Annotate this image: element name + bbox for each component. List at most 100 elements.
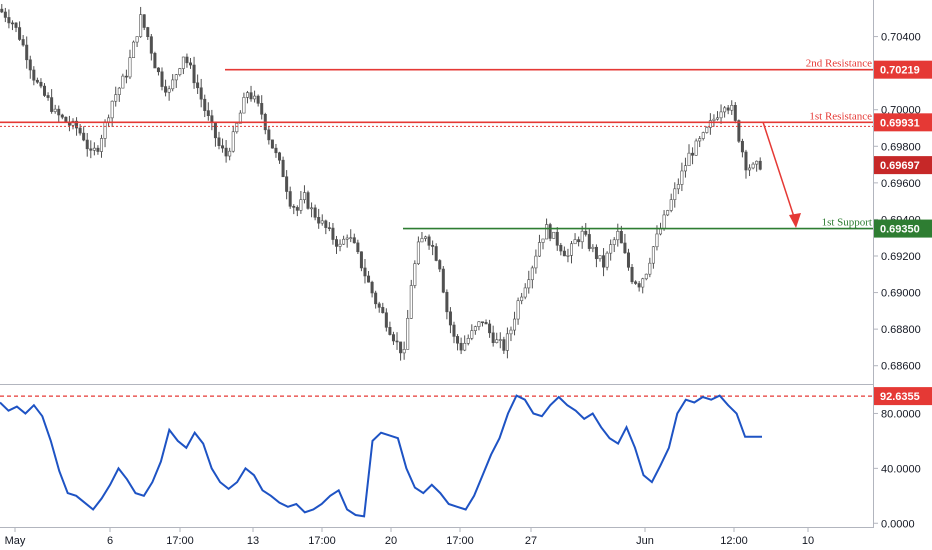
candle-body — [338, 243, 342, 247]
candle-body — [715, 117, 719, 120]
time-tick-label: 10 — [802, 535, 814, 547]
time-tick-label: 20 — [385, 535, 397, 547]
candle-body — [124, 75, 128, 78]
candle-body — [313, 207, 317, 218]
candle-body — [477, 321, 481, 327]
candle-body — [260, 103, 264, 115]
candle-body — [552, 231, 556, 239]
candle-body — [456, 336, 460, 344]
candle-body — [135, 36, 139, 43]
indicator-level-value: 92.6355 — [880, 391, 920, 403]
candle-body — [609, 244, 613, 254]
candle-body — [698, 138, 702, 142]
candle-body — [406, 318, 410, 350]
indicator-level-badge-box — [874, 387, 932, 406]
candle-body — [641, 278, 645, 288]
candle-body — [566, 255, 570, 257]
candle-body — [491, 332, 495, 343]
candle-body — [705, 127, 709, 133]
candle-body — [755, 160, 759, 165]
time-tick-label: 12:00 — [720, 535, 748, 547]
time-axis-ticks: May 6 17:00 13 17:00 20 17:00 27 Jun 12:00 10 — [5, 528, 814, 547]
candle-body — [562, 250, 566, 257]
candle-body — [662, 214, 666, 229]
candle-body — [82, 132, 86, 141]
candle-body — [495, 339, 499, 343]
candle-body — [498, 339, 502, 341]
candle-body — [377, 303, 381, 308]
candle-body — [427, 236, 431, 246]
candle-body — [605, 252, 609, 268]
candle-body — [7, 17, 11, 24]
candle-body — [424, 236, 428, 239]
candle-body — [320, 220, 324, 224]
candle-body — [334, 239, 338, 247]
candle-body — [708, 120, 712, 128]
candle-body — [545, 224, 549, 240]
candle-body — [132, 41, 136, 58]
candle-body — [740, 140, 744, 153]
candle-body — [363, 267, 367, 277]
candle-body — [292, 206, 296, 208]
candle-body — [594, 246, 598, 260]
candle-body — [270, 139, 274, 149]
candle-body — [758, 160, 762, 170]
level-badge-value: 0.69931 — [880, 117, 920, 129]
candle-body — [374, 292, 378, 305]
candle-body — [367, 275, 371, 283]
candle-body — [673, 188, 677, 200]
level-name: 1st Resistance — [809, 110, 872, 122]
level-badge — [874, 113, 932, 132]
indicator-tick-label: 80.0000 — [881, 408, 921, 420]
candle-body — [409, 285, 413, 319]
time-tick-label: May — [5, 535, 26, 547]
level-badge — [874, 60, 932, 79]
candle-body — [655, 233, 659, 248]
candle-body — [295, 207, 299, 211]
candle-body — [676, 184, 680, 190]
candle-body — [555, 231, 559, 246]
candle-body — [470, 330, 474, 339]
candle-body — [267, 129, 271, 141]
candle-body — [107, 117, 111, 123]
candle-body — [619, 231, 623, 244]
candle-body — [174, 74, 178, 81]
candle-body — [242, 97, 246, 114]
candle-body — [28, 59, 32, 71]
indicator-axis-ticks: 80.0000 40.0000 0.0000 — [873, 408, 921, 530]
candle-body — [299, 199, 303, 211]
candle-body — [25, 44, 29, 61]
levels-group: 2nd Resistance 1st Resistance 1st Support — [0, 58, 873, 230]
candle-body — [463, 342, 467, 351]
candle-body — [737, 120, 741, 142]
candle-body — [391, 334, 395, 342]
time-tick-label: 27 — [525, 535, 537, 547]
candle-body — [616, 231, 620, 241]
candle-body — [349, 237, 353, 239]
candle-body — [694, 140, 698, 156]
candle-body — [541, 238, 545, 243]
indicator-level-badge: 92.6355 — [874, 387, 932, 406]
candle-body — [612, 239, 616, 245]
candle-body — [573, 239, 577, 245]
candle-body — [153, 52, 157, 69]
candle-body — [217, 137, 221, 146]
candle-body — [18, 27, 22, 40]
candle-body — [384, 312, 388, 328]
candle-body — [103, 121, 107, 139]
candle-body — [602, 255, 606, 268]
candle-body — [110, 100, 114, 119]
candle-body — [96, 147, 100, 152]
candle-body — [196, 82, 200, 89]
candle-body — [359, 251, 363, 269]
time-tick-label: 17:00 — [308, 535, 336, 547]
candle-body — [302, 192, 306, 200]
candle-body — [687, 152, 691, 167]
candle-body — [14, 22, 18, 28]
candle-body — [75, 120, 79, 129]
candle-body — [730, 105, 734, 111]
candle-body — [146, 27, 150, 37]
candle-body — [459, 342, 463, 351]
time-tick-label: 17:00 — [446, 535, 474, 547]
